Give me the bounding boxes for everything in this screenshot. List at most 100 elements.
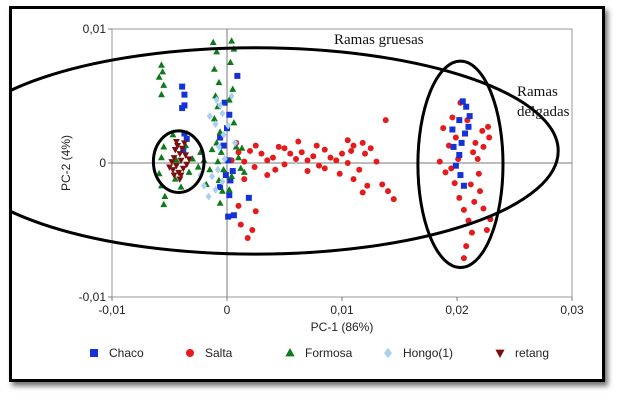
point-salta [295, 138, 302, 145]
point-retang [170, 155, 178, 162]
point-chaco [466, 113, 473, 120]
point-hongo-1 [215, 143, 222, 151]
legend-label-chaco: Chaco [109, 346, 144, 360]
point-hongo-1 [220, 130, 227, 139]
legend-marker-salta [186, 349, 194, 357]
point-salta [367, 145, 374, 152]
point-salta [379, 181, 386, 188]
point-salta [327, 154, 334, 161]
point-salta [364, 182, 371, 189]
point-salta [470, 149, 477, 156]
point-formosa [232, 143, 240, 150]
point-chaco [462, 130, 469, 137]
point-salta [333, 157, 340, 164]
point-salta [373, 158, 380, 165]
tick-labels: -0,01 0 0,01 0,02 0,03 -0,01 0 0,01 [79, 22, 584, 317]
point-salta [252, 142, 259, 149]
point-formosa [235, 153, 242, 161]
point-retang [176, 151, 184, 158]
point-salta [486, 134, 493, 141]
legend-marker-formosa [285, 348, 295, 357]
point-hongo-1 [213, 96, 220, 104]
point-formosa [160, 143, 168, 150]
point-formosa [172, 156, 180, 163]
point-salta [321, 146, 328, 153]
legend: Chaco Salta Formosa Hongo(1) retang [90, 346, 549, 360]
point-formosa [177, 183, 185, 190]
point-salta [316, 162, 322, 169]
point-salta [456, 194, 463, 201]
point-salta [359, 189, 366, 196]
point-retang [181, 140, 188, 147]
point-hongo-1 [214, 165, 221, 174]
point-retang [177, 157, 185, 165]
point-formosa [238, 144, 246, 151]
point-salta [390, 196, 397, 203]
point-hongo-1 [212, 185, 219, 194]
point-hongo-1 [228, 92, 235, 100]
legend-label-hongo-1: Hongo(1) [403, 346, 453, 360]
point-salta [247, 147, 253, 154]
point-salta [313, 142, 320, 149]
point-salta [344, 160, 351, 166]
point-formosa [216, 128, 224, 135]
point-chaco [245, 194, 252, 201]
point-formosa [212, 92, 219, 99]
point-hongo-1 [232, 139, 239, 147]
point-hongo-1 [219, 109, 226, 118]
point-salta [348, 147, 355, 154]
y-tick-label: 0,01 [83, 22, 107, 36]
point-salta [452, 134, 459, 141]
point-salta [480, 205, 487, 212]
x-tick-label: 0,01 [330, 303, 354, 317]
point-salta [483, 227, 490, 233]
point-chaco [459, 98, 466, 105]
point-formosa [218, 187, 226, 194]
point-chaco [449, 126, 456, 133]
point-chaco [463, 103, 470, 110]
point-salta [350, 142, 357, 149]
point-chaco [234, 72, 241, 79]
point-salta [359, 139, 366, 146]
point-hongo-1 [219, 177, 226, 186]
point-chaco [226, 111, 233, 118]
point-salta [362, 150, 368, 157]
x-tick-label: 0,02 [445, 303, 469, 317]
point-retang [179, 165, 187, 173]
point-salta [304, 168, 311, 175]
point-formosa [237, 164, 245, 171]
point-formosa [213, 48, 221, 55]
point-formosa [215, 78, 223, 86]
point-retang [178, 145, 186, 153]
legend-label-retang: retang [515, 346, 549, 360]
point-chaco [229, 168, 236, 175]
point-hongo-1 [209, 172, 216, 181]
annotations: Ramas gruesas Ramas delgadas [334, 32, 570, 120]
point-salta [241, 158, 248, 165]
point-salta [451, 180, 458, 187]
point-salta [264, 157, 271, 164]
point-retang [169, 167, 177, 174]
point-formosa [158, 90, 165, 98]
point-chaco [220, 142, 227, 149]
point-chaco [456, 151, 463, 158]
point-formosa [209, 38, 217, 45]
point-formosa [217, 148, 225, 155]
point-formosa [210, 65, 218, 72]
x-tick-label: -0,01 [98, 303, 126, 317]
point-salta [480, 143, 487, 150]
x-axis-label: PC-1 (86%) [311, 320, 374, 334]
point-retang [172, 139, 180, 146]
point-salta [463, 243, 470, 250]
point-salta [298, 149, 305, 156]
point-salta [304, 157, 311, 164]
point-chaco [181, 130, 188, 137]
point-retang [168, 159, 176, 166]
point-formosa [169, 131, 177, 138]
point-salta [244, 235, 251, 242]
point-chaco [226, 192, 233, 199]
point-formosa [220, 165, 227, 173]
point-salta [460, 206, 467, 213]
point-chaco [465, 123, 472, 130]
